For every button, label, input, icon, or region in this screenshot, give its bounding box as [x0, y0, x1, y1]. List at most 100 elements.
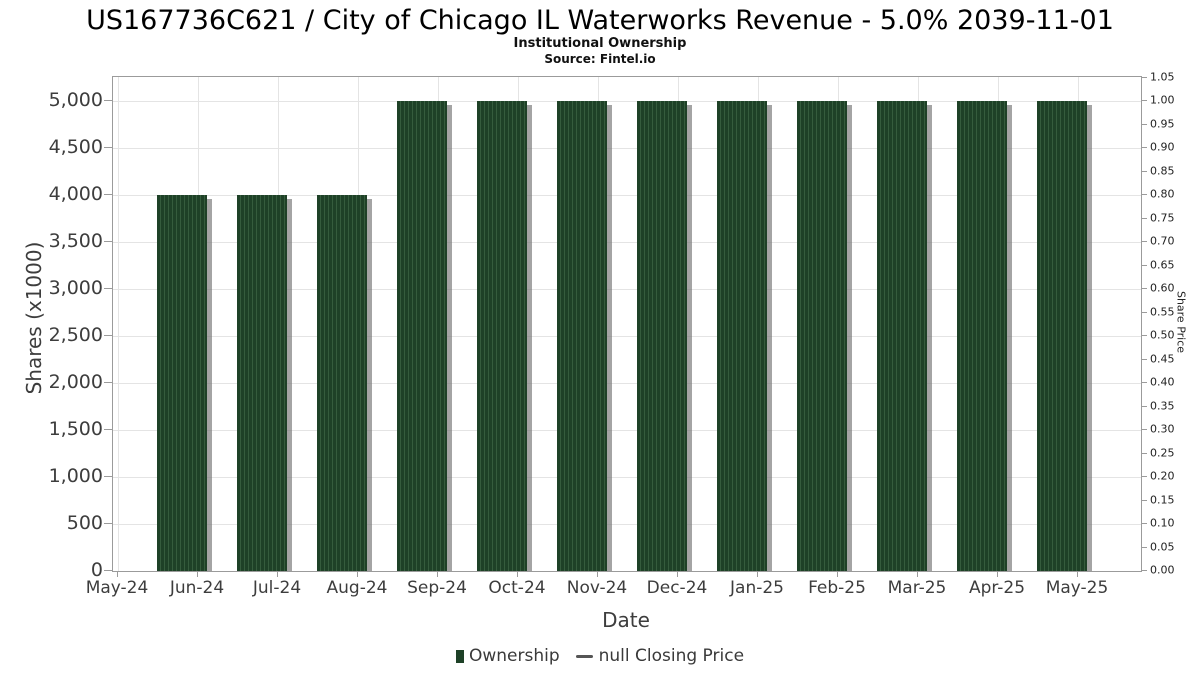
y-axis-right-tick-label: 0.05: [1150, 540, 1175, 553]
ownership-bar: [477, 101, 527, 571]
y-axis-right-tick: [1141, 217, 1147, 219]
x-axis-tick: [357, 571, 358, 577]
gridline-h: [113, 430, 1141, 431]
x-axis-tick: [677, 571, 678, 577]
y-axis-left-tick: [104, 194, 112, 195]
y-axis-right-tick: [1141, 358, 1147, 360]
y-axis-right-tick-label: 0.60: [1150, 281, 1175, 295]
chart-subtitle: Institutional Ownership: [513, 36, 687, 51]
x-axis-tick-label: Oct-24: [488, 578, 546, 598]
y-axis-right-tick-label: 1.05: [1150, 70, 1175, 83]
chart-source: Source: Fintel.io: [544, 52, 656, 66]
y-axis-right-tick: [1141, 170, 1147, 172]
y-axis-right-tick-label: 0.45: [1150, 352, 1175, 365]
y-axis-left-tick: [104, 100, 112, 101]
y-axis-right-tick: [1141, 311, 1147, 313]
y-axis-left-tick: [104, 523, 112, 524]
x-axis-tick-label: May-25: [1045, 578, 1109, 598]
x-axis-tick-label: Sep-24: [407, 578, 467, 598]
y-axis-right-tick: [1141, 452, 1147, 454]
ownership-bar: [157, 195, 207, 571]
gridline-v: [118, 77, 119, 571]
y-axis-right-tick: [1141, 100, 1147, 101]
chart-title: US167736C621 / City of Chicago IL Waterw…: [86, 5, 1114, 36]
y-axis-left-tick-label: 1,500: [48, 418, 103, 440]
x-axis-tick: [197, 571, 198, 577]
gridline-h: [113, 101, 1141, 102]
y-axis-left-tick: [104, 147, 112, 148]
ownership-bar: [717, 101, 767, 571]
y-axis-left-tick-label: 3,500: [48, 230, 103, 252]
x-axis-tick: [917, 571, 918, 577]
gridline-h: [113, 524, 1141, 525]
gridline-h: [113, 336, 1141, 337]
y-axis-left-tick-label: 4,000: [48, 183, 103, 205]
y-axis-right-tick: [1141, 570, 1147, 571]
x-axis-tick-label: Dec-24: [646, 578, 708, 598]
y-axis-right-tick-label: 0.90: [1150, 140, 1175, 154]
y-axis-right-tick: [1141, 288, 1147, 289]
y-axis-left-tick-label: 5,000: [48, 89, 103, 111]
y-axis-right-tick-label: 0.50: [1150, 328, 1175, 342]
ownership-bar: [397, 101, 447, 571]
ownership-legend-swatch-icon: [455, 649, 464, 663]
y-axis-left-tick: [104, 241, 112, 242]
y-axis-right-tick: [1141, 405, 1147, 407]
ownership-bar: [1037, 101, 1087, 571]
y-axis-left-tick: [104, 429, 112, 430]
y-axis-right-tick-label: 0.95: [1150, 117, 1175, 130]
plot-area: [112, 76, 1142, 572]
y-axis-right-tick-label: 0.55: [1150, 305, 1175, 318]
gridline-h: [113, 148, 1141, 149]
y-axis-right-tick-label: 0.75: [1150, 211, 1175, 224]
x-axis-tick-label: Jul-24: [252, 578, 302, 598]
x-axis-tick: [277, 571, 278, 577]
x-axis-tick: [597, 571, 598, 577]
y-axis-left-tick-label: 500: [66, 512, 103, 534]
x-axis-tick: [437, 571, 438, 577]
x-axis-tick: [997, 571, 998, 577]
x-axis-tick-label: Jan-25: [730, 578, 784, 598]
gridline-h: [113, 242, 1141, 243]
y-axis-right-tick: [1141, 241, 1147, 242]
y-axis-left-tick: [104, 382, 112, 383]
ownership-bar: [797, 101, 847, 571]
ownership-bar: [317, 195, 367, 571]
y-axis-right-tick: [1141, 76, 1147, 78]
x-axis-tick: [757, 571, 758, 577]
x-axis-tick: [837, 571, 838, 577]
x-axis-tick: [1077, 571, 1078, 577]
y-axis-left-tick: [104, 335, 112, 336]
y-axis-right-tick-label: 0.35: [1150, 399, 1175, 412]
y-axis-right-tick-label: 1.00: [1150, 93, 1175, 107]
y-axis-right-tick: [1141, 264, 1147, 266]
x-axis-tick-label: Nov-24: [566, 578, 628, 598]
ownership-bar: [557, 101, 607, 571]
y-axis-left-tick-label: 1,000: [48, 465, 103, 487]
y-axis-left-tick: [104, 288, 112, 289]
x-axis-title: Date: [602, 608, 650, 632]
y-axis-right-tick: [1141, 429, 1147, 430]
y-axis-left-tick-label: 2,500: [48, 324, 103, 346]
legend: Ownership null Closing Price: [0, 646, 1200, 666]
x-axis-tick-label: Aug-24: [326, 578, 388, 598]
y-axis-right-tick: [1141, 382, 1147, 383]
y-axis-right-title: Share Price: [1174, 290, 1188, 354]
x-axis-tick-label: Mar-25: [887, 578, 947, 598]
y-axis-left-tick-label: 0: [90, 559, 103, 581]
y-axis-right-tick-label: 0.15: [1150, 493, 1175, 506]
legend-label-ownership: Ownership: [468, 646, 560, 666]
y-axis-right-tick: [1141, 147, 1147, 148]
gridline-h: [113, 477, 1141, 478]
y-axis-left-tick-label: 4,500: [48, 136, 103, 158]
legend-label-closing-price: null Closing Price: [598, 646, 745, 666]
y-axis-right-tick: [1141, 523, 1147, 524]
x-axis-tick: [517, 571, 518, 577]
x-axis-tick: [117, 571, 118, 577]
y-axis-right-tick-label: 0.85: [1150, 164, 1175, 177]
y-axis-right-tick: [1141, 499, 1147, 501]
y-axis-right-tick: [1141, 194, 1147, 195]
y-axis-right-tick-label: 0.00: [1150, 563, 1175, 577]
gridline-h: [113, 289, 1141, 290]
